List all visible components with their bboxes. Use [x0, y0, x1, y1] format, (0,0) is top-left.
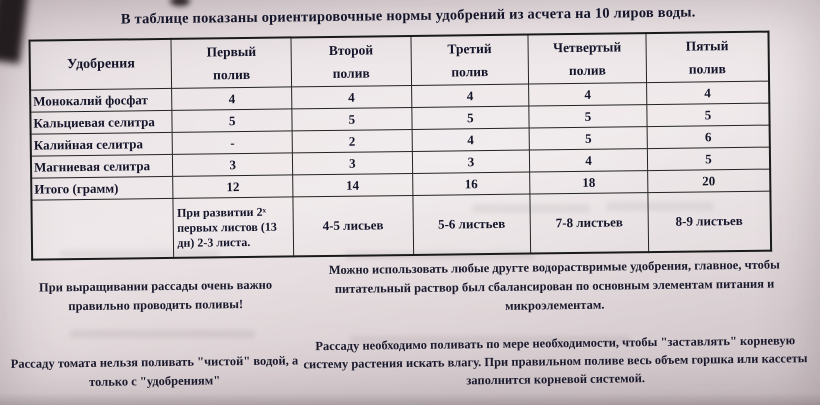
header-watering-4: Четвертый полив	[528, 33, 647, 85]
bleed-through-text	[60, 250, 220, 258]
note-watering-as-needed: Рассаду необходимо поливать по мере необ…	[303, 333, 808, 388]
stage-cell: 5-6 листьев	[412, 194, 531, 255]
cell-value: 5	[411, 106, 530, 130]
cell-value: 6	[646, 125, 770, 149]
fertilizer-table: Удобрения Первый полив Второй полив Трет…	[28, 30, 773, 261]
header-watering-1: Первый полив	[171, 37, 292, 89]
cell-value: 4	[171, 86, 292, 111]
cell-value: 5	[172, 108, 293, 133]
cell-value: 12	[173, 174, 293, 199]
cell-value: 4	[411, 84, 530, 108]
bleed-through-text	[350, 336, 630, 344]
cell-value: 5	[529, 104, 647, 129]
cell-value: 20	[647, 169, 771, 193]
cell-value: 2	[292, 129, 412, 153]
cell-value: 4	[529, 148, 648, 173]
cell-value: 5	[291, 107, 412, 131]
cell-value: 18	[529, 170, 648, 195]
header-watering-1-line2: полив	[213, 66, 251, 82]
document-title: В таблице показаны ориентировочные нормы…	[120, 4, 696, 28]
bleed-through-text	[606, 202, 714, 211]
header-watering-5-line1: Пятый	[685, 37, 729, 54]
cell-value: 4	[528, 82, 647, 107]
header-fertilizers: Удобрения	[29, 38, 172, 91]
cell-value: 3	[172, 152, 293, 177]
header-watering-5: Пятый полив	[645, 31, 770, 83]
row-label: Магниевая селитра	[30, 154, 174, 179]
header-watering-4-line1: Четвертый	[553, 38, 622, 55]
photo-bottom-shadow	[0, 393, 820, 405]
header-watering-1-line1: Первый	[206, 43, 257, 59]
header-watering-5-line2: полив	[688, 60, 726, 77]
cell-value: -	[172, 130, 293, 155]
header-watering-3: Третий полив	[410, 34, 529, 86]
note-no-clean-water: Рассаду томата нельзя поливать "чистой" …	[10, 353, 299, 390]
stage-empty-cell	[31, 198, 175, 260]
row-label: Калийная селитра	[30, 132, 173, 157]
photo-edge-blob	[170, 0, 190, 6]
row-label: Кальциевая селитра	[30, 110, 173, 135]
leaf-stage-row: При развитии 2ˣ первых листов (13 дн) 2-…	[31, 191, 772, 260]
cell-value: 4	[291, 85, 412, 109]
stage-cell: 8-9 листьев	[647, 191, 772, 253]
cell-value: 5	[646, 103, 770, 127]
cell-value: 4	[646, 81, 770, 105]
cell-value: 5	[647, 147, 771, 171]
cell-value: 4	[411, 128, 530, 152]
cell-value: 5	[529, 126, 648, 151]
cell-value: 16	[412, 172, 531, 196]
bleed-through-text	[345, 251, 535, 259]
note-other-fertilizers: Можно использовать любые другте водораст…	[328, 257, 780, 313]
header-watering-3-line1: Третий	[447, 40, 492, 57]
note-watering-important: При выращивании рассады очень важно прав…	[38, 277, 273, 314]
header-watering-4-line2: полив	[568, 62, 607, 78]
row-label-total: Итого (грамм)	[31, 176, 174, 201]
header-watering-2-line2: полив	[332, 64, 370, 81]
header-watering-2: Второй полив	[290, 35, 412, 87]
table-header-row: Удобрения Первый полив Второй полив Трет…	[29, 31, 770, 91]
bleed-through-text	[70, 330, 255, 338]
stage-description: При развитии 2ˣ первых листов (13 дн) 2-…	[173, 196, 294, 258]
row-label: Монокалий фосфат	[30, 88, 173, 113]
stage-cell: 7-8 листьев	[530, 192, 649, 254]
header-watering-2-line1: Второй	[328, 41, 374, 58]
cell-value: 14	[292, 173, 413, 197]
bleed-through-text	[472, 204, 590, 213]
cell-value: 3	[292, 151, 413, 175]
header-watering-3-line2: полив	[451, 63, 489, 79]
stage-cell: 4-5 лисьев	[292, 195, 414, 257]
cell-value: 3	[411, 150, 530, 174]
